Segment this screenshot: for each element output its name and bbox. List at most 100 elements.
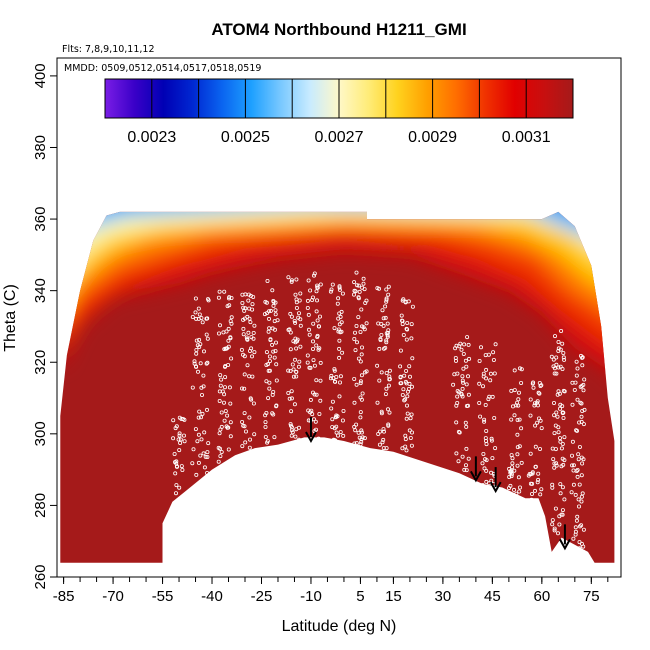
track-point (357, 435, 362, 440)
track-point (557, 514, 562, 519)
track-point (294, 277, 299, 282)
track-point (246, 330, 251, 335)
track-point (462, 342, 467, 347)
track-point (461, 351, 466, 356)
track-point (409, 322, 414, 327)
track-point (228, 401, 233, 406)
track-point (573, 532, 578, 537)
track-point (177, 433, 182, 438)
track-point (247, 445, 252, 450)
track-point (400, 298, 405, 303)
track-point (571, 482, 576, 487)
track-point (241, 332, 246, 337)
track-point (176, 437, 181, 442)
track-point (451, 382, 456, 387)
track-point (400, 446, 405, 451)
track-point (384, 287, 389, 292)
track-point (536, 477, 541, 482)
track-point (385, 407, 390, 412)
track-point (579, 541, 584, 546)
track-point (556, 531, 561, 536)
track-point (197, 337, 202, 342)
track-point (314, 309, 319, 314)
track-point (218, 383, 223, 388)
track-point (294, 346, 299, 351)
track-point (247, 437, 252, 442)
track-point (202, 430, 207, 435)
track-point (570, 463, 575, 468)
track-point (198, 415, 203, 420)
track-point (560, 512, 565, 517)
track-point (332, 367, 337, 372)
track-point (273, 348, 278, 353)
track-point (265, 278, 270, 283)
track-point (337, 380, 342, 385)
track-point (247, 415, 252, 420)
track-point (243, 292, 248, 297)
track-point (455, 400, 460, 405)
dates-label: MMDD: 0509,0512,0514,0517,0518,0519 (64, 63, 261, 74)
track-point (262, 312, 267, 317)
track-point (240, 444, 245, 449)
track-point (219, 449, 224, 454)
track-point (509, 472, 514, 477)
track-point (196, 415, 201, 420)
x-tick-label: 60 (533, 588, 550, 605)
track-point (352, 280, 357, 285)
track-point (292, 318, 297, 323)
track-point (562, 497, 567, 502)
track-point (246, 298, 251, 303)
track-point (482, 417, 487, 422)
track-point (405, 389, 410, 394)
track-point (228, 420, 233, 425)
track-point (492, 415, 497, 420)
track-point (379, 370, 384, 375)
track-point (477, 381, 482, 386)
track-point (267, 380, 272, 385)
track-point (466, 342, 471, 347)
track-point (509, 388, 514, 393)
track-point (558, 406, 563, 411)
track-point (273, 340, 278, 345)
track-point (252, 323, 257, 328)
track-point (229, 315, 234, 320)
track-point (192, 359, 197, 364)
track-point (559, 464, 564, 469)
track-point (196, 432, 201, 437)
track-point (240, 300, 245, 305)
track-point (197, 344, 202, 349)
track-point (310, 339, 315, 344)
track-point (560, 508, 565, 513)
track-point (182, 496, 187, 501)
track-point (385, 321, 390, 326)
track-point (554, 371, 559, 376)
track-point (517, 489, 522, 494)
track-point (292, 357, 297, 362)
track-point (198, 361, 203, 366)
track-point (286, 275, 291, 280)
track-point (380, 440, 385, 445)
track-point (227, 385, 232, 390)
track-point (580, 461, 585, 466)
x-tick-label: 30 (435, 588, 452, 605)
track-point (407, 381, 412, 386)
track-point (288, 330, 293, 335)
x-tick-label: -10 (300, 588, 322, 605)
track-point (570, 380, 575, 385)
track-point (538, 446, 543, 451)
track-point (298, 317, 303, 322)
track-point (177, 485, 182, 490)
track-point (553, 334, 558, 339)
track-point (330, 399, 335, 404)
track-point (405, 394, 410, 399)
track-point (580, 491, 585, 496)
track-point (290, 430, 295, 435)
track-point (250, 374, 255, 379)
track-point (194, 338, 199, 343)
track-point (575, 474, 580, 479)
track-point (533, 423, 538, 428)
track-point (243, 440, 248, 445)
track-point (352, 376, 357, 381)
track-point (191, 447, 196, 452)
track-point (336, 296, 341, 301)
